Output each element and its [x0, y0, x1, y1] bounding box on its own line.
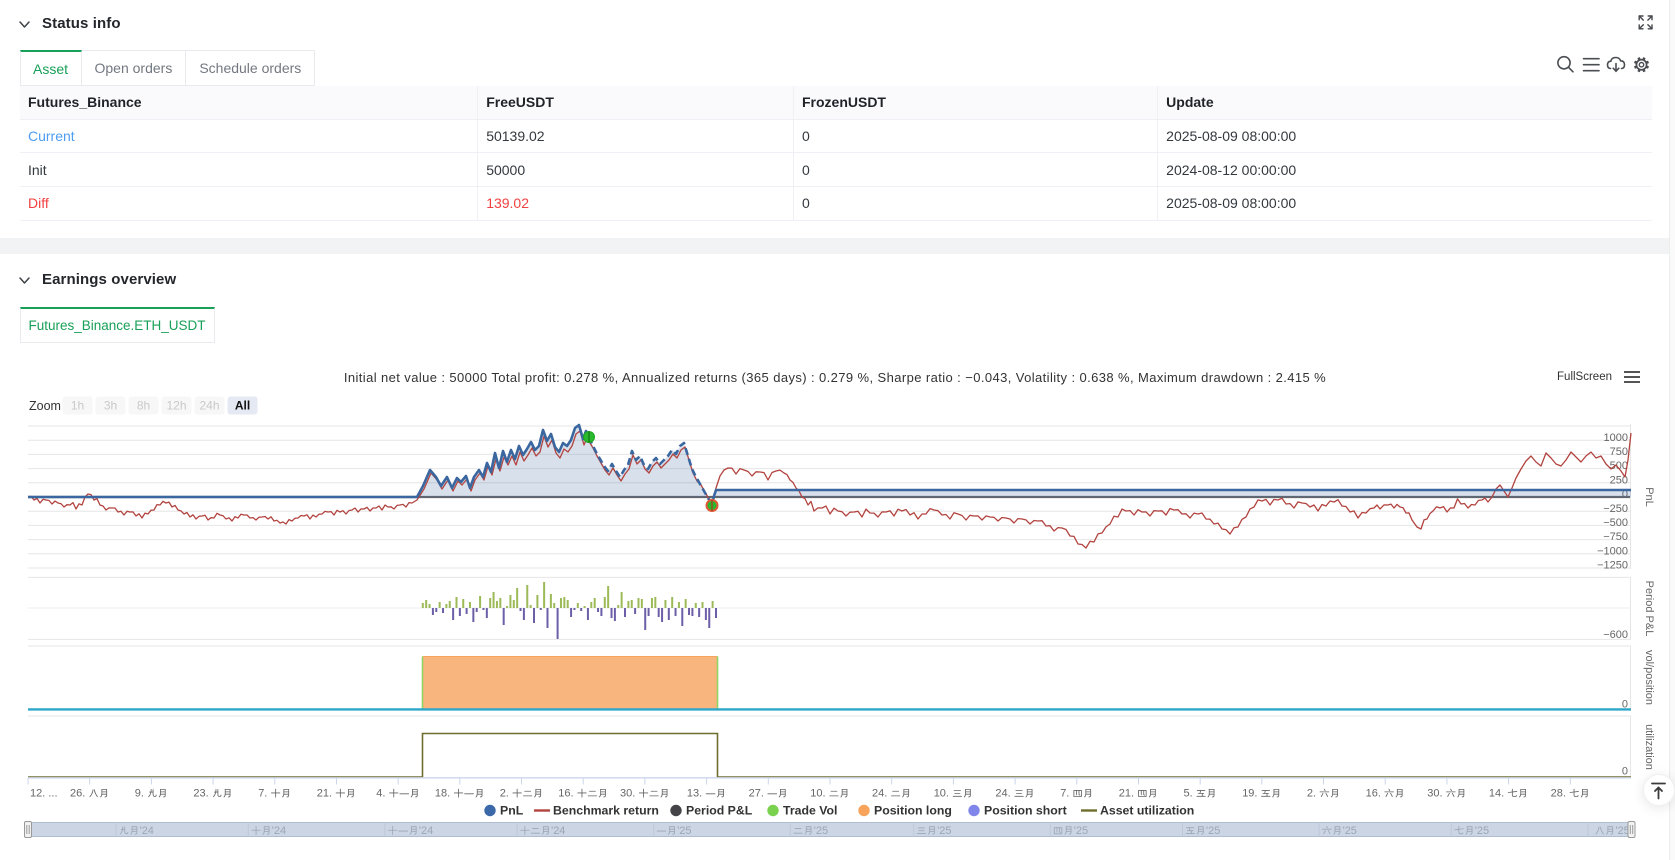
svg-text:Period P&L: Period P&L	[686, 804, 753, 818]
svg-text:'25: '25	[1343, 825, 1357, 837]
svg-text:'25: '25	[814, 825, 828, 837]
svg-text:−750: −750	[1603, 531, 1628, 543]
svg-text:30.: 30.	[1427, 788, 1442, 800]
svg-text:13.: 13.	[687, 788, 702, 800]
svg-text:0: 0	[1622, 489, 1628, 501]
svg-text:'24: '24	[272, 825, 286, 837]
svg-text:250: 250	[1610, 474, 1628, 486]
svg-text:PnL: PnL	[1643, 487, 1655, 507]
svg-text:9.: 9.	[135, 788, 144, 800]
svg-text:'24: '24	[419, 825, 433, 837]
svg-text:2.: 2.	[1307, 788, 1316, 800]
svg-text:24.: 24.	[995, 788, 1010, 800]
svg-text:'25: '25	[1206, 825, 1220, 837]
svg-text:−600: −600	[1603, 629, 1628, 641]
svg-text:Zoom: Zoom	[29, 399, 61, 413]
svg-text:0: 0	[1622, 699, 1628, 711]
svg-text:Position long: Position long	[874, 804, 952, 818]
svg-text:'25: '25	[1475, 825, 1489, 837]
svg-text:PnL: PnL	[500, 804, 524, 818]
svg-text:'24: '24	[140, 825, 154, 837]
svg-text:10.: 10.	[810, 788, 825, 800]
svg-text:All: All	[235, 399, 250, 413]
svg-text:23.: 23.	[193, 788, 208, 800]
svg-text:'25: '25	[1074, 825, 1088, 837]
svg-text:16.: 16.	[1366, 788, 1381, 800]
svg-text:−250: −250	[1603, 503, 1628, 515]
svg-text:19.: 19.	[1242, 788, 1257, 800]
svg-text:1000: 1000	[1604, 432, 1628, 444]
svg-text:8h: 8h	[137, 399, 150, 413]
svg-text:12h: 12h	[166, 399, 186, 413]
svg-text:'25: '25	[1615, 825, 1629, 837]
svg-text:Position short: Position short	[984, 804, 1067, 818]
svg-text:750: 750	[1610, 446, 1628, 458]
svg-text:4.: 4.	[376, 788, 385, 800]
svg-text:18.: 18.	[435, 788, 450, 800]
svg-text:−1000: −1000	[1597, 545, 1628, 557]
svg-text:27.: 27.	[749, 788, 764, 800]
svg-text:12. ...: 12. ...	[30, 788, 58, 800]
svg-text:24h: 24h	[199, 399, 219, 413]
svg-text:−500: −500	[1603, 517, 1628, 529]
svg-text:7.: 7.	[1060, 788, 1069, 800]
svg-text:Trade Vol: Trade Vol	[783, 804, 837, 818]
svg-text:21.: 21.	[317, 788, 332, 800]
svg-text:28.: 28.	[1551, 788, 1566, 800]
svg-text:7.: 7.	[258, 788, 267, 800]
svg-text:14.: 14.	[1489, 788, 1504, 800]
svg-text:'25: '25	[937, 825, 951, 837]
svg-text:utilization: utilization	[1643, 724, 1655, 770]
svg-text:2.: 2.	[500, 788, 509, 800]
svg-text:vol/position: vol/position	[1643, 650, 1655, 705]
svg-text:Benchmark return: Benchmark return	[553, 804, 659, 818]
svg-text:'24: '24	[551, 825, 565, 837]
svg-text:0: 0	[1622, 766, 1628, 778]
svg-text:Period P&L: Period P&L	[1643, 581, 1655, 637]
svg-text:500: 500	[1610, 460, 1628, 472]
svg-text:1h: 1h	[71, 399, 84, 413]
svg-text:24.: 24.	[872, 788, 887, 800]
svg-text:Asset utilization: Asset utilization	[1100, 804, 1194, 818]
svg-text:26.: 26.	[70, 788, 85, 800]
svg-text:21.: 21.	[1119, 788, 1134, 800]
svg-text:−1250: −1250	[1597, 560, 1628, 572]
svg-text:'25: '25	[677, 825, 691, 837]
svg-text:5.: 5.	[1184, 788, 1193, 800]
svg-text:30.: 30.	[620, 788, 635, 800]
svg-text:10.: 10.	[934, 788, 949, 800]
svg-text:3h: 3h	[104, 399, 117, 413]
svg-text:16.: 16.	[558, 788, 573, 800]
